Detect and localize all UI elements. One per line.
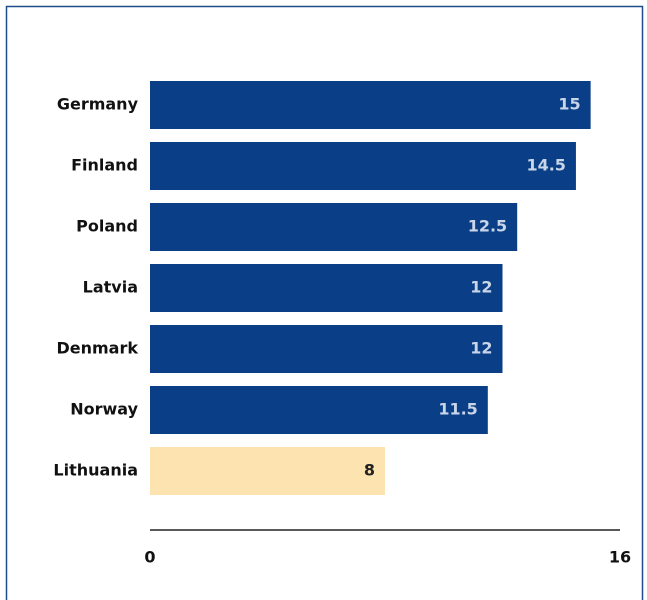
y-tick-label: Norway — [70, 400, 138, 419]
y-tick-label: Germany — [57, 95, 139, 114]
y-tick-label: Lithuania — [53, 461, 138, 480]
value-label: 12.5 — [468, 217, 507, 236]
value-label: 12 — [470, 339, 492, 358]
value-label: 14.5 — [526, 156, 565, 175]
value-label: 8 — [364, 461, 375, 480]
x-tick-label: 0 — [144, 548, 155, 567]
bar — [150, 203, 518, 251]
frame — [5, 5, 644, 600]
value-label: 12 — [470, 278, 492, 297]
bar — [150, 325, 503, 373]
bar — [150, 81, 591, 129]
bar — [150, 264, 503, 312]
value-label: 11.5 — [438, 400, 477, 419]
y-tick-label: Finland — [71, 156, 138, 175]
bar — [150, 142, 576, 190]
y-tick-label: Latvia — [83, 278, 138, 297]
x-tick-label: 16 — [609, 548, 631, 567]
y-tick-label: Denmark — [56, 339, 138, 358]
bar — [150, 386, 488, 434]
value-label: 15 — [558, 95, 580, 114]
y-tick-label: Poland — [76, 217, 138, 236]
bar — [150, 447, 385, 495]
